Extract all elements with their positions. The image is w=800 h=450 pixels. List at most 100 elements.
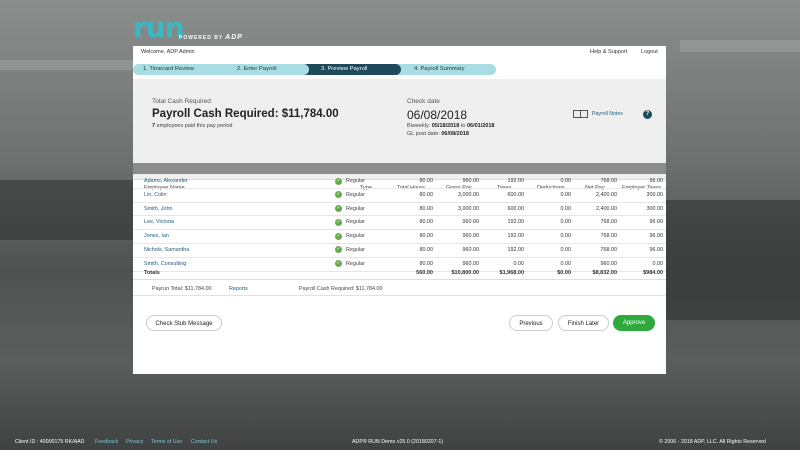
- contact-link[interactable]: Contact Us: [191, 439, 218, 445]
- employer-taxes: 96.00: [649, 246, 664, 253]
- totals-hours: 560.00: [416, 270, 433, 276]
- pay-type: Regular: [346, 246, 365, 253]
- check-icon: ✓: [335, 232, 342, 240]
- employee-table: Adams, Alexander ✓ Regular 80.00 960.00 …: [133, 175, 666, 272]
- employee-name-link[interactable]: Lee, Victoria: [144, 219, 174, 226]
- check-stub-message-button[interactable]: Check Stub Message: [146, 315, 222, 331]
- gross-pay: 960.00: [462, 178, 480, 184]
- employer-taxes: 300.00: [646, 191, 664, 198]
- payroll-panel: Welcome, ADP Admin Help & Support Logout…: [133, 46, 666, 374]
- employees-count: 7: [152, 123, 156, 129]
- pay-period: Biweekly: 05/18/2018 to 06/01/2018: [407, 123, 494, 129]
- taxes: 192.00: [507, 246, 525, 253]
- step-preview-payroll[interactable]: 3. Preview Payroll: [303, 64, 401, 75]
- employer-taxes: 96.00: [649, 233, 664, 240]
- period-end: 06/01/2018: [466, 123, 495, 129]
- payrun-total: Payrun Total: $11,784.00: [152, 286, 212, 292]
- welcome-text: Welcome, ADP Admin: [141, 49, 195, 55]
- table-row: Nichols, Samantha ✓ Regular 80.00 960.00…: [133, 244, 666, 258]
- table-row: Jones, Ian ✓ Regular 80.00 960.00 192.00…: [133, 230, 666, 244]
- employees-text: employees paid this pay period: [155, 123, 233, 129]
- totals-taxes: $1,968.00: [499, 270, 524, 276]
- total-hours: 80.00: [419, 219, 434, 226]
- employer-taxes: 300.00: [646, 205, 664, 212]
- employee-name-link[interactable]: Smith, John: [144, 205, 173, 212]
- biweekly-label: Biweekly:: [407, 123, 432, 129]
- gross-pay: 960.00: [462, 260, 480, 267]
- total-hours: 80.00: [419, 233, 434, 240]
- step-payroll-summary[interactable]: 4. Payroll Summary: [396, 64, 496, 75]
- notes-icon: [573, 110, 588, 118]
- finish-later-button[interactable]: Finish Later: [558, 315, 609, 331]
- help-support-link[interactable]: Help & Support: [590, 49, 628, 55]
- totals-gross: $10,800.00: [451, 270, 479, 276]
- help-icon[interactable]: ?: [643, 110, 652, 119]
- background-counter: [666, 200, 800, 320]
- taxes: 192.00: [507, 219, 525, 226]
- cash-required: Payroll Cash Required: $11,784.00: [299, 286, 383, 292]
- step-enter-payroll[interactable]: 2. Enter Payroll: [219, 64, 309, 75]
- employer-taxes: 0.00: [652, 260, 664, 267]
- totals-row: Totals 560.00 $10,800.00 $1,968.00 $0.00…: [133, 267, 666, 280]
- taxes: 0.00: [513, 260, 525, 267]
- pay-type: Regular: [346, 205, 365, 212]
- table-row: Lee, Victoria ✓ Regular 80.00 960.00 192…: [133, 216, 666, 231]
- taxes: 192.00: [507, 233, 525, 240]
- check-date-label: Check date: [407, 98, 440, 105]
- payroll-notes-link[interactable]: Payroll Notes: [573, 110, 623, 118]
- gl-label: GL post date:: [407, 131, 442, 137]
- feedback-link[interactable]: Feedback: [95, 439, 119, 445]
- deductions: 0.00: [560, 246, 572, 253]
- employee-name-link[interactable]: Lin, Colin: [144, 191, 167, 198]
- table-row: Smith, John ✓ Regular 80.00 3,000.00 600…: [133, 203, 666, 217]
- approve-button[interactable]: Approve: [613, 315, 655, 331]
- gross-pay: 3,000.00: [458, 191, 479, 198]
- deductions: 0.00: [560, 233, 572, 240]
- employees-paid: 7 employees paid this pay period: [152, 123, 232, 129]
- reports-link[interactable]: Reports: [229, 286, 248, 292]
- check-icon: ✓: [335, 218, 342, 226]
- previous-button[interactable]: Previous: [509, 315, 553, 331]
- gross-pay: 960.00: [462, 233, 480, 240]
- pay-type: Regular: [346, 260, 365, 267]
- pay-type: Regular: [346, 191, 365, 198]
- deductions: 0.00: [560, 219, 572, 226]
- gross-pay: 3,000.00: [458, 205, 479, 212]
- total-hours: 80.00: [419, 260, 434, 267]
- client-id: Client ID : 40000175 RK/AAD: [15, 439, 85, 445]
- employee-name-link[interactable]: Smith, Consulting: [144, 260, 187, 267]
- period-start: 05/18/2018: [431, 123, 460, 129]
- top-bar: Welcome, ADP Admin Help & Support Logout: [133, 46, 666, 60]
- privacy-link[interactable]: Privacy: [126, 439, 144, 445]
- totals-employer: $984.00: [643, 270, 663, 276]
- period-to: to: [459, 123, 467, 129]
- totals-deductions: $0.00: [557, 270, 571, 276]
- copyright-text: © 2006 - 2018 ADP, LLC. All Rights Reser…: [659, 439, 766, 445]
- taxes: 600.00: [507, 191, 525, 198]
- total-cash-value: Payroll Cash Required: $11,784.00: [152, 108, 339, 120]
- total-cash-label: Total Cash Required: [152, 98, 211, 105]
- pay-type: Regular: [346, 219, 365, 226]
- employee-name-link[interactable]: Jones, Ian: [144, 233, 169, 240]
- terms-link[interactable]: Terms of Use: [151, 439, 183, 445]
- step-timecard-review[interactable]: 1. Timecard Review: [133, 64, 229, 75]
- payroll-notes-label: Payroll Notes: [592, 111, 623, 117]
- pay-type: Regular: [346, 178, 365, 184]
- deductions: 0.00: [560, 191, 572, 198]
- adp-logo: ADP: [225, 34, 243, 41]
- totals-net: $8,832.00: [592, 270, 617, 276]
- divider: [133, 295, 666, 296]
- net-pay: 768.00: [600, 219, 618, 226]
- employee-name-link[interactable]: Nichols, Samantha: [144, 246, 190, 253]
- net-pay: 768.00: [600, 246, 618, 253]
- net-pay: 768.00: [600, 178, 618, 184]
- gl-date: 06/08/2018: [441, 131, 469, 137]
- deductions: 0.00: [560, 260, 572, 267]
- logout-link[interactable]: Logout: [641, 49, 658, 55]
- gross-pay: 960.00: [462, 246, 480, 253]
- employee-name-link[interactable]: Adams, Alexander: [144, 178, 188, 184]
- net-pay: 2,400.00: [596, 191, 617, 198]
- payrun-footer: Payrun Total: $11,784.00 Reports Payroll…: [133, 283, 666, 295]
- total-hours: 80.00: [419, 191, 434, 198]
- check-icon: ✓: [335, 260, 342, 268]
